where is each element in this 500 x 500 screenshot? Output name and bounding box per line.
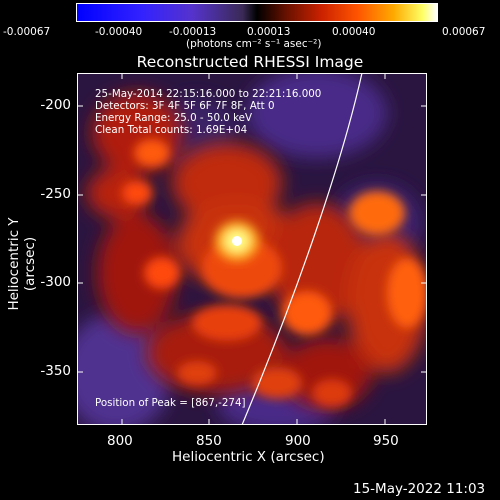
colorbar-tick: 0.00067 (442, 26, 486, 38)
y-tick-label: -250 (40, 186, 71, 202)
colorbar-tick: -0.00040 (95, 26, 143, 38)
flare-peak (232, 236, 242, 246)
colorbar (76, 3, 438, 22)
x-tick-label: 850 (196, 433, 222, 449)
colorbar-tick: 0.00013 (247, 26, 291, 38)
x-tick-label: 900 (285, 433, 311, 449)
y-tick-label: -200 (40, 97, 71, 113)
y-tick-label: -300 (40, 274, 71, 290)
x-tick-label: 950 (373, 433, 399, 449)
solar-image (77, 73, 427, 425)
info-time-range: 25-May-2014 22:15:16.000 to 22:21:16.000 (95, 88, 322, 100)
info-detectors: Detectors: 3F 4F 5F 6F 7F 8F, Att 0 (95, 100, 275, 112)
x-axis-label: Heliocentric X (arcsec) (172, 449, 325, 465)
plot-title: Reconstructed RHESSI Image (136, 53, 364, 71)
date-stamp: 15-May-2022 11:03 (353, 481, 486, 497)
plot-frame (77, 73, 427, 425)
colorbar-tick: 0.00040 (332, 26, 376, 38)
colorbar-tick: -0.00067 (3, 26, 51, 38)
info-energy: Energy Range: 25.0 - 50.0 keV (95, 112, 253, 124)
colorbar-units: (photons cm⁻² s⁻¹ asec⁻²) (186, 38, 322, 50)
colorbar-tick: -0.00013 (169, 26, 217, 38)
y-tick-label: -350 (40, 363, 71, 379)
info-method: Clean Total counts: 1.69E+04 (95, 124, 248, 136)
info-peak: Position of Peak = [867,-274] (95, 397, 246, 409)
y-axis-label: Heliocentric Y (arcsec) (6, 217, 38, 311)
solar-limb (241, 73, 363, 425)
x-tick-label: 800 (107, 433, 133, 449)
